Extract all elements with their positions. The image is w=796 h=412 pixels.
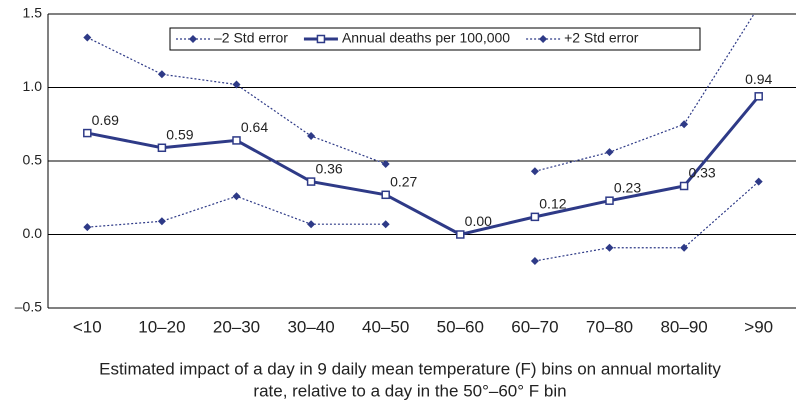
point [680,243,689,252]
x-tick-label: 20–30 [213,317,260,336]
x-axis-label: rate, relative to a day in the 50°–60° F… [253,381,566,400]
x-tick-label: 60–70 [511,317,558,336]
legend-label: Annual deaths per 100,000 [342,30,510,46]
point [754,177,763,186]
y-tick-label: 0.5 [23,152,43,168]
y-tick-label: 1.5 [23,5,43,21]
point [605,148,614,157]
y-tick-label: –0.5 [15,299,42,315]
point [232,192,241,201]
point [381,159,390,168]
point [755,3,763,11]
point [530,212,540,222]
point [605,243,614,252]
x-tick-label: 50–60 [437,317,484,336]
point [83,33,92,42]
data-label: 0.69 [92,112,119,128]
x-tick-label: >90 [744,317,773,336]
point [754,92,763,101]
point [605,196,614,205]
data-label: 0.59 [166,126,193,142]
data-label: 0.23 [614,179,641,195]
data-label: 0.00 [465,213,492,229]
x-tick-label: 40–50 [362,317,409,336]
x-axis-label: Estimated impact of a day in 9 daily mea… [99,359,721,378]
point [456,230,465,239]
point [157,217,166,226]
point [232,80,241,89]
point [381,190,390,200]
point [189,35,197,43]
legend-box [169,27,701,51]
data-label: 0.12 [539,196,566,212]
data-label: 0.64 [241,119,268,135]
x-tick-label: 10–20 [138,317,185,336]
y-tick-label: 0.0 [23,225,43,241]
x-tick-label: 70–80 [586,317,633,336]
legend-label: +2 Std error [564,30,639,46]
point [530,167,539,176]
legend-label: –2 Std error [214,30,288,46]
data-label: 0.94 [745,71,772,87]
x-tick-label: 30–40 [287,317,334,336]
point [83,128,92,138]
point [307,132,316,141]
point [381,220,390,229]
point [679,181,689,191]
point [539,35,548,43]
series-line [87,95,760,237]
point [680,120,689,129]
point [307,220,316,229]
point [316,34,326,44]
point [306,177,316,186]
point [530,256,539,265]
x-tick-label: <10 [73,317,102,336]
y-tick-label: 1.0 [23,78,43,94]
point [83,223,92,232]
plot-area [83,3,763,265]
data-label: 0.33 [688,165,715,181]
point [157,70,166,79]
series-line [87,14,755,172]
data-label: 0.27 [390,174,417,190]
point [232,136,241,145]
x-tick-label: 80–90 [660,317,707,336]
series-line [87,181,760,262]
point [157,143,167,153]
data-label: 0.36 [315,160,342,176]
